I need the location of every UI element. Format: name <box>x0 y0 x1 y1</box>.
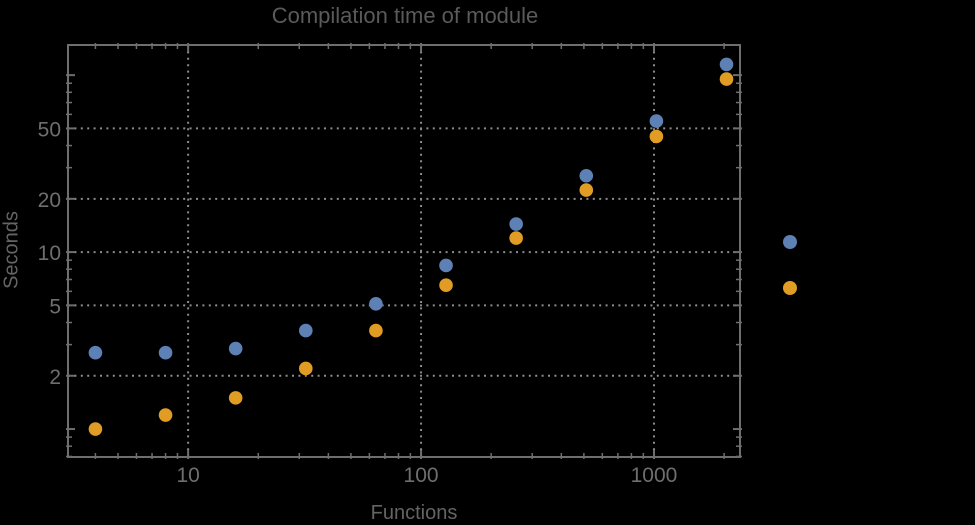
legend-marker-1 <box>783 235 797 249</box>
data-point-series1 <box>369 297 383 311</box>
data-point-series2 <box>369 323 383 338</box>
plot-frame <box>67 44 741 458</box>
y-tick-label-10: 10 <box>38 242 61 265</box>
x-tick-label-10: 10 <box>176 464 199 487</box>
x-tick-label-1000: 1000 <box>631 464 678 487</box>
x-axis-label: Functions <box>370 502 458 524</box>
data-point-series2 <box>649 129 664 144</box>
data-point-series1 <box>228 341 243 356</box>
chart-title: Compilation time of module <box>271 3 539 28</box>
data-point-series1 <box>579 168 594 183</box>
data-point-series1 <box>649 114 664 128</box>
data-point-series1 <box>719 57 734 72</box>
data-point-series2 <box>719 72 734 86</box>
data-point-series1 <box>509 217 523 231</box>
y-tick-label-2: 2 <box>49 366 61 389</box>
data-point-series2 <box>298 361 313 376</box>
y-tick-label-50: 50 <box>38 118 61 141</box>
data-point-series2 <box>509 231 523 245</box>
legend-marker-2 <box>783 281 797 295</box>
data-point-series1 <box>158 345 173 360</box>
y-tick-label-5: 5 <box>49 295 61 318</box>
data-point-series1 <box>298 323 313 338</box>
data-point-series2 <box>88 422 103 436</box>
data-point-series1 <box>88 345 103 360</box>
data-point-series2 <box>228 391 243 405</box>
data-point-series1 <box>439 258 453 273</box>
data-point-series2 <box>158 408 173 422</box>
y-axis-label: Seconds <box>0 211 23 289</box>
x-tick-label-100: 100 <box>404 464 439 487</box>
data-point-series2 <box>579 183 594 197</box>
data-point-series2 <box>439 278 453 292</box>
y-tick-label-20: 20 <box>38 189 61 212</box>
